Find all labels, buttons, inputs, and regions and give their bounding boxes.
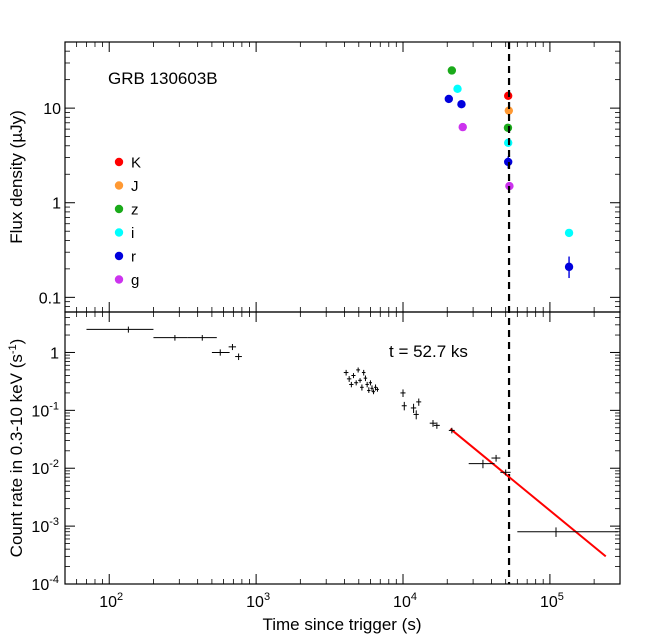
top-y-axis-label: Flux density (µJy) (7, 110, 26, 244)
tick-label-base: 10 (246, 594, 264, 611)
bottom-y-tick-label: 10-2 (31, 458, 59, 478)
top-y-tick-label: 0.1 (39, 290, 61, 307)
legend-marker-z (114, 204, 124, 214)
xray-point (365, 381, 369, 388)
xray-point (376, 387, 379, 392)
bottom-y-tick-label: 1 (50, 345, 59, 362)
legend-marker-J (114, 181, 124, 190)
x-axis-label: Time since trigger (s) (262, 615, 421, 634)
xray-point (413, 410, 419, 420)
tick-label-base: 10 (393, 594, 411, 611)
xray-point (358, 378, 362, 383)
tick-label-base: 10 (31, 403, 49, 420)
xray-point (346, 376, 352, 382)
tick-label-base: 10 (31, 461, 49, 478)
xray-point (361, 369, 366, 376)
xray-point (187, 335, 217, 341)
bottom-y-tick-label: 10-4 (31, 574, 59, 594)
xray-point (356, 367, 361, 373)
xray-point (235, 353, 242, 361)
tick-label-exponent: -2 (49, 458, 59, 470)
xray-point (363, 375, 368, 382)
legend-label-K: K (131, 155, 141, 172)
legend-label-z: z (131, 202, 139, 219)
xray-point (368, 380, 373, 386)
xray-point (410, 403, 417, 413)
bottom-y-axis-label-sup: -1 (7, 344, 19, 354)
flux-point-J (504, 106, 514, 115)
xray-point (228, 344, 237, 351)
flux-point-g (458, 122, 467, 132)
tick-label-exponent: -3 (49, 516, 59, 528)
flux-point-z (447, 66, 457, 75)
tick-label-exponent: 5 (558, 591, 564, 603)
xray-point (372, 389, 376, 395)
x-tick-label: 103 (246, 591, 270, 611)
xray-point (211, 349, 230, 356)
xray-point (468, 459, 495, 469)
xray-point (416, 398, 422, 406)
x-tick-label: 105 (540, 591, 564, 611)
xray-point (370, 385, 374, 392)
time-annotation: t = 52.7 ks (389, 342, 468, 361)
flux-point-r (503, 157, 513, 167)
xray-point (400, 389, 406, 398)
xray-point (349, 381, 354, 388)
bottom-panel-frame (64, 311, 621, 585)
bottom-y-axis-label-main: Count rate in 0.3-10 keV (s (7, 354, 26, 557)
flux-point-r (457, 100, 466, 109)
tick-label-base: 1 (50, 345, 59, 362)
tick-label-base: 10 (540, 594, 558, 611)
flux-point-r (444, 94, 454, 104)
bottom-y-tick-label: 10-1 (31, 400, 59, 420)
xray-point (491, 454, 501, 462)
xray-point (351, 373, 356, 379)
legend-label-r: r (131, 249, 136, 266)
xray-point (343, 369, 349, 376)
flux-point-i (453, 84, 462, 94)
legend-label-g: g (131, 272, 139, 289)
top-y-tick-label: 10 (43, 101, 61, 118)
flux-point-r (564, 262, 574, 272)
tick-label-exponent: 3 (264, 591, 270, 603)
xray-point (401, 401, 407, 411)
x-tick-label: 104 (393, 591, 417, 611)
bottom-y-axis-label-end: ) (7, 339, 26, 345)
xray-point (500, 469, 511, 476)
xray-point (354, 380, 359, 386)
powerlaw-fit-line (449, 428, 607, 558)
tick-label-exponent: 4 (411, 591, 417, 603)
legend-label-i: i (131, 225, 134, 242)
tick-label-base: 10 (31, 519, 49, 536)
tick-label-base: 10 (31, 577, 49, 594)
xray-point (433, 422, 440, 429)
xray-point (374, 384, 377, 391)
xray-point (360, 384, 364, 391)
bottom-y-tick-label: 10-3 (31, 516, 59, 536)
xray-point (86, 326, 154, 333)
x-tick-label: 102 (99, 591, 123, 611)
tick-label-exponent: -4 (49, 574, 59, 586)
grb-title: GRB 130603B (108, 69, 218, 88)
tick-label-exponent: 2 (117, 591, 123, 603)
legend-marker-K (114, 157, 124, 167)
legend-marker-g (114, 275, 124, 284)
tick-label-exponent: -1 (49, 400, 59, 412)
bottom-y-axis-label: Count rate in 0.3-10 keV (s-1) (7, 339, 26, 558)
legend-marker-r (114, 251, 124, 261)
xray-point (517, 527, 618, 537)
legend-label-J: J (131, 178, 139, 195)
xray-point (153, 335, 188, 341)
xray-point (367, 387, 371, 393)
tick-label-base: 10 (99, 594, 117, 611)
legend-marker-i (114, 228, 124, 237)
xray-point (448, 427, 455, 434)
flux-point-i (564, 228, 574, 238)
xray-point (429, 420, 437, 427)
top-y-tick-label: 1 (52, 196, 61, 213)
